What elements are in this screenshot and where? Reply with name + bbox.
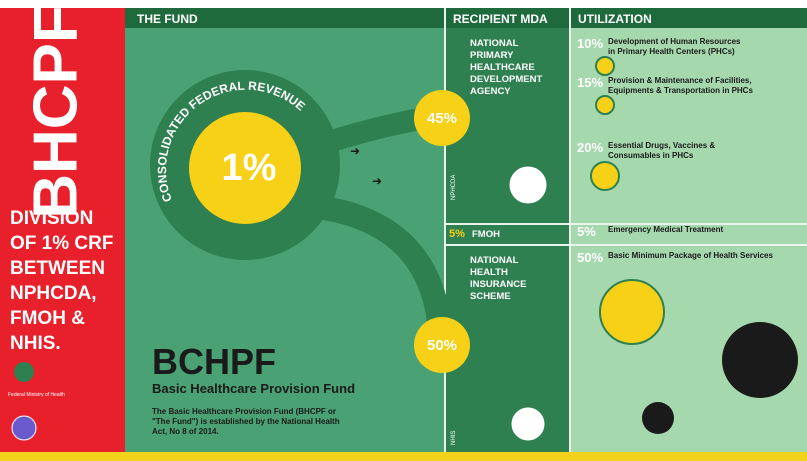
side-title: BHCPF [21, 5, 90, 219]
description-line: "The Fund") is established by the Nation… [152, 417, 340, 426]
icon [642, 402, 674, 434]
util-line: Basic Minimum Package of Health Services [608, 251, 774, 260]
side-line: NPHCDA, [10, 283, 97, 304]
util-share: 20% [577, 140, 603, 155]
util-line: Consumables in PHCs [608, 151, 694, 160]
share-label: 1% [222, 147, 277, 189]
recipient-line: INSURANCE [470, 279, 526, 290]
infographic: THE FUND RECIPIENT MDA UTILIZATION BHCPF… [0, 0, 807, 461]
fund-full-name: Basic Healthcare Provision Fund [152, 381, 355, 396]
branch-label: 50% [427, 337, 457, 354]
header: THE FUND [137, 12, 198, 26]
util-line: Provision & Maintenance of Facilities, [608, 76, 752, 85]
util-share: 15% [577, 75, 603, 90]
util-line: Emergency Medical Treatment [608, 225, 723, 234]
util-circle [591, 162, 619, 190]
side-line: BETWEEN [10, 258, 105, 279]
util-circle [600, 280, 664, 344]
branch-label: 45% [427, 110, 457, 127]
util-circle [596, 96, 614, 114]
recipient-line: HEALTHCARE [470, 62, 535, 73]
description-line: The Basic Healthcare Provision Fund (BHC… [152, 407, 336, 416]
recipient-line: FMOH [472, 229, 500, 240]
logo-caption: Federal Ministry of Health [8, 392, 65, 398]
recipient-line: SCHEME [470, 291, 511, 302]
side-line: FMOH & [10, 308, 85, 329]
icon [722, 322, 798, 398]
recipient-line: HEALTH [470, 267, 508, 278]
logo [14, 362, 34, 382]
util-circle [596, 57, 614, 75]
recipient-tag: NHIS [451, 431, 457, 445]
recipient-line: NATIONAL [470, 38, 519, 49]
recipient-line: PRIMARY [470, 50, 514, 61]
logo [508, 165, 548, 205]
util-share: 50% [577, 250, 603, 265]
fund-name: BCHPF [152, 341, 276, 382]
bottom-strip [0, 452, 807, 461]
recipient-line: DEVELOPMENT [470, 74, 543, 85]
header: UTILIZATION [578, 12, 652, 26]
arrow: ➜ [372, 174, 382, 188]
logo [510, 406, 546, 442]
side-line: OF 1% CRF [10, 233, 113, 254]
side-line: NHIS. [10, 333, 61, 354]
recipient-share: 5% [449, 228, 465, 240]
recipient-tag: NPHCDA [451, 175, 457, 200]
util-line: Development of Human Resources [608, 37, 741, 46]
util-line: in Primary Health Centers (PHCs) [608, 47, 735, 56]
recipient-line: NATIONAL [470, 255, 519, 266]
header: RECIPIENT MDA [453, 12, 548, 26]
recipient-line: AGENCY [470, 86, 511, 97]
side-line: DIVISION [10, 208, 93, 229]
logo [12, 416, 36, 440]
util-line: Essential Drugs, Vaccines & [608, 141, 715, 150]
util-share: 5% [577, 224, 596, 239]
util-line: Equipments & Transportation in PHCs [608, 86, 753, 95]
arrow: ➜ [350, 144, 360, 158]
util-share: 10% [577, 36, 603, 51]
description-line: Act, No 8 of 2014. [152, 427, 219, 436]
